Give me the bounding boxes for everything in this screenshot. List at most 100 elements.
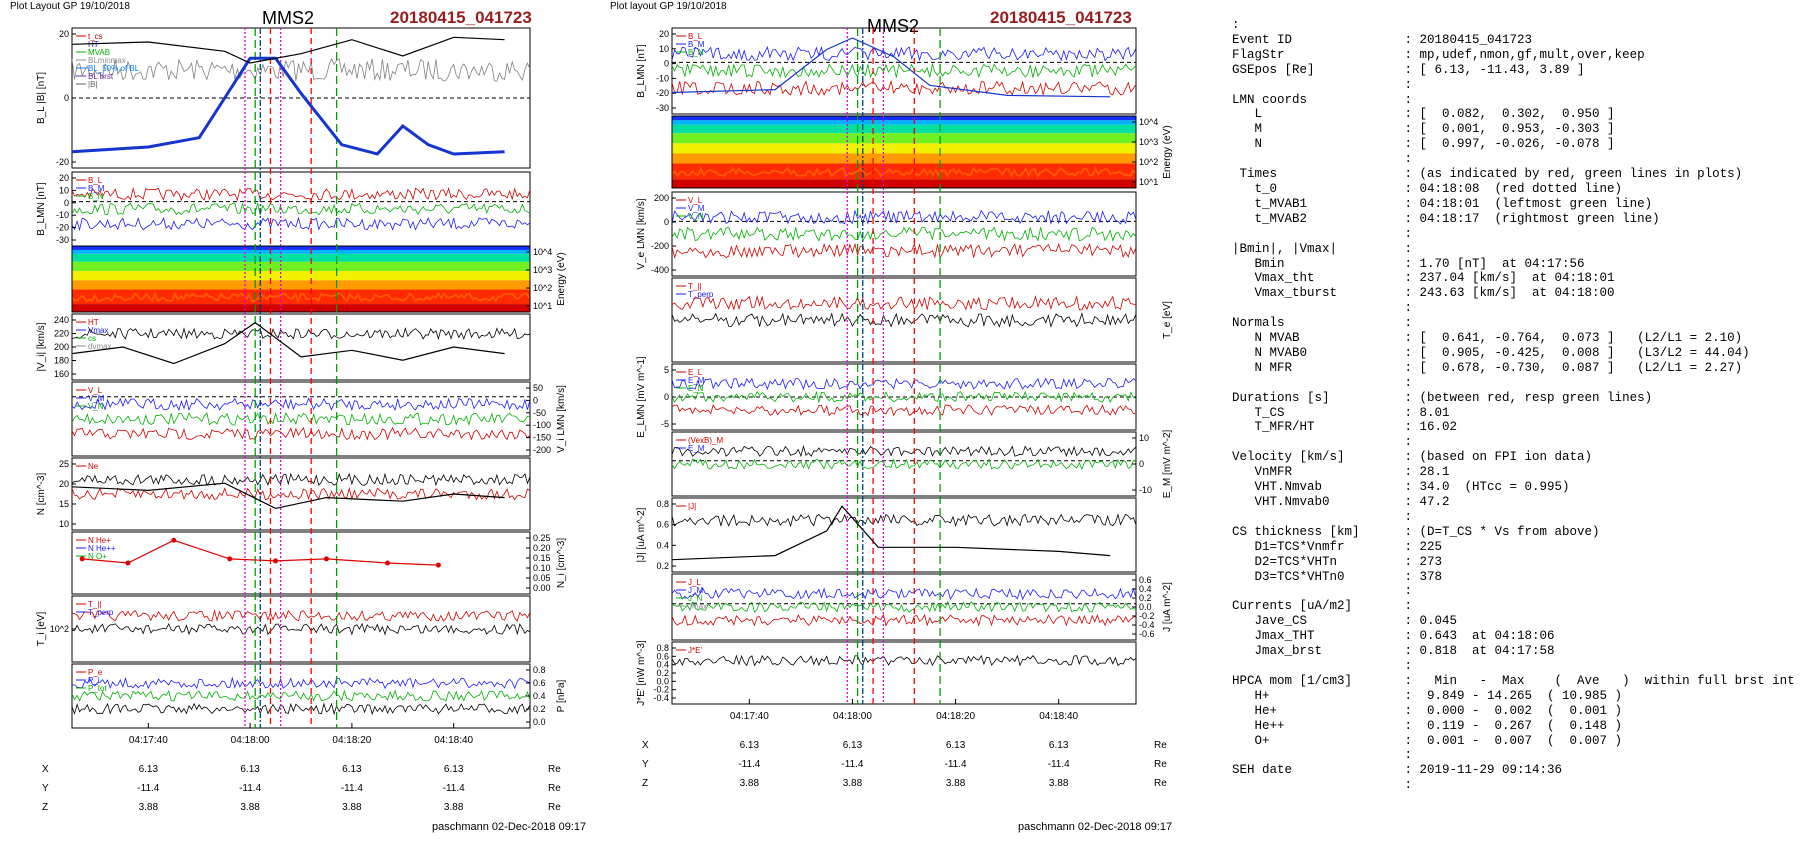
position-unit: Re	[1154, 778, 1167, 789]
position-value: 6.13	[444, 764, 464, 775]
y-tick-label-right: 0.2	[1139, 593, 1152, 603]
summary-line: :	[1232, 152, 1413, 167]
legend-entry: (VexB)_M	[688, 436, 723, 445]
position-value: 3.88	[240, 802, 260, 813]
y-tick-label: 0	[64, 93, 69, 103]
summary-line: :	[1232, 748, 1413, 763]
panel1-header: Plot Layout GP 19/10/2018	[10, 1, 130, 12]
y-tick-label: 20	[59, 29, 69, 39]
legend-entry: t_cs	[88, 32, 103, 41]
summary-line: T_MFR/HT : 16.02	[1232, 420, 1458, 435]
summary-line: M : [ 0.001, 0.953, -0.303 ]	[1232, 122, 1615, 137]
series-point	[125, 560, 131, 566]
y-axis-label-right: Energy (eV)	[556, 252, 567, 305]
position-value: 6.13	[843, 740, 863, 751]
spectrogram-panel	[71, 245, 531, 313]
legend-entry: V_L	[88, 386, 103, 395]
position-value: -11.4	[1048, 759, 1070, 770]
y-tick-label: 10	[59, 185, 69, 195]
position-value: -11.4	[239, 783, 261, 794]
y-tick-label-right: 0.25	[533, 533, 551, 543]
legend-entry: P_i	[88, 676, 100, 685]
position-value: -11.4	[137, 783, 159, 794]
trace-line	[71, 58, 531, 82]
panel2-event-id: 20180415_041723	[990, 8, 1132, 27]
trace-line	[671, 444, 1137, 458]
summary-line: Jave_CS : 0.045	[1232, 614, 1458, 629]
legend-entry: T_||	[88, 600, 102, 609]
y-tick-label: 180	[54, 356, 69, 366]
spectrogram-band-7	[672, 179, 1136, 188]
position-value: 6.13	[139, 764, 159, 775]
position-unit: Re	[548, 802, 561, 813]
y-tick-label-right: -0.4	[1139, 620, 1155, 630]
position-value: 6.13	[1049, 740, 1069, 751]
trace-line	[671, 377, 1137, 391]
legend-entry: P_e	[88, 668, 103, 677]
y-tick-label-right: 10^3	[1139, 137, 1158, 147]
legend-entry: E_N	[688, 384, 704, 393]
series-point	[385, 560, 391, 566]
spectrogram-band-5	[72, 280, 530, 290]
panel2-footer: paschmann 02-Dec-2018 09:17	[1018, 821, 1173, 833]
trace-line	[71, 676, 531, 690]
summary-line: Event ID : 20180415_041723	[1232, 32, 1533, 47]
series-point	[435, 562, 441, 568]
plot-panel-frame	[671, 497, 1137, 573]
y-tick-label: -400	[651, 265, 669, 275]
y-tick-label: -0.2	[653, 685, 669, 695]
position-value: 3.88	[740, 778, 760, 789]
position-row-label: Y	[642, 759, 649, 770]
panel2-header: Plot layout GP 19/10/2018	[610, 1, 727, 12]
position-unit: Re	[548, 783, 561, 794]
position-row-label: X	[42, 764, 49, 775]
summary-line: D2=TCS*VHTn : 273	[1232, 554, 1443, 569]
trace-line	[671, 654, 1137, 667]
spectrogram-band-5	[672, 153, 1136, 164]
summary-line: SEH date : 2019-11-29 09:14:36	[1232, 763, 1563, 778]
y-tick-label: 200	[54, 342, 69, 352]
y-axis-label-right: Energy (eV)	[1162, 125, 1173, 178]
y-tick-label: 0.2	[656, 668, 669, 678]
y-tick-label: -30	[56, 235, 69, 245]
legend-entry: T_perp	[688, 290, 714, 299]
summary-line: Times : (as indicated by red, green line…	[1232, 167, 1743, 182]
y-tick-label: 0	[664, 217, 669, 227]
summary-line: L : [ 0.082, 0.302, 0.950 ]	[1232, 107, 1615, 122]
panel1-footer: paschmann 02-Dec-2018 09:17	[432, 821, 587, 833]
series-line--vi-	[71, 321, 505, 365]
plot-panel-frame	[671, 641, 1137, 705]
y-tick-label-right: 10^1	[533, 301, 552, 311]
position-value: 6.13	[946, 740, 966, 751]
y-tick-label-right: 0.2	[533, 704, 546, 714]
legend-entry: V_N	[688, 212, 704, 221]
summary-line: Jmax_brst : 0.818 at 04:17:58	[1232, 644, 1555, 659]
position-value: -11.4	[341, 783, 363, 794]
position-value: 3.88	[139, 802, 159, 813]
legend-entry: V_M	[88, 394, 105, 403]
summary-line: D3=TCS*VHTn0 : 378	[1232, 569, 1443, 584]
trace-line	[671, 295, 1137, 311]
position-value: 6.13	[342, 764, 362, 775]
legend-entry: N O+	[88, 552, 107, 561]
y-tick-label-right: 0.4	[1139, 584, 1152, 594]
summary-line: Jmax_THT : 0.643 at 04:18:06	[1232, 629, 1555, 644]
trace-line	[671, 587, 1137, 601]
y-tick-label: 5	[664, 365, 669, 375]
y-tick-label-right: 0.0	[533, 717, 546, 727]
y-tick-label: 0.4	[656, 660, 669, 670]
position-value: 6.13	[740, 740, 760, 751]
y-tick-label-right: 0.4	[533, 691, 546, 701]
y-tick-label-right: 0.6	[533, 678, 546, 688]
series-line-b-l	[671, 37, 1111, 98]
panel2-stack-plot: 20 10 0 -10 -20 -30 B_LMN [nT] B_LB_MB_N 10^4 10^…	[636, 27, 1173, 789]
y-tick-label: 0	[64, 198, 69, 208]
trace-line	[671, 311, 1137, 328]
position-value: 3.88	[342, 802, 362, 813]
trace-line	[671, 458, 1137, 471]
legend-entry: J*E'	[688, 646, 702, 655]
trace-line	[71, 609, 531, 622]
legend-entry: HT	[88, 318, 99, 327]
y-axis-label-right: P [nPa]	[556, 679, 567, 712]
legend-entry: B_N	[88, 192, 104, 201]
